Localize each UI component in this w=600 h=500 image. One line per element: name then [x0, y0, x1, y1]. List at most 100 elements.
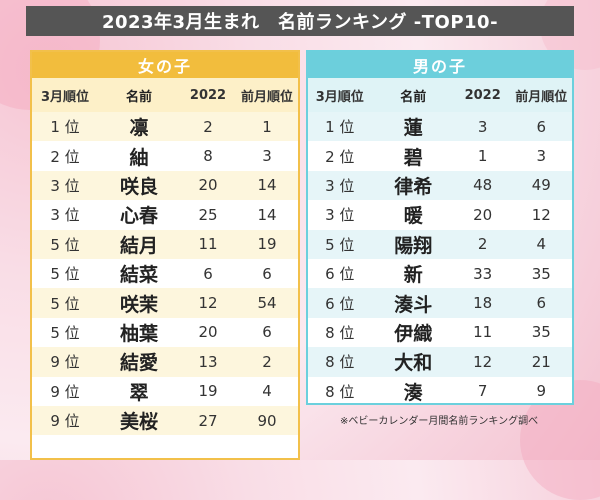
cell-prev: 9 [536, 382, 546, 401]
header-rank: 3月順位 [315, 89, 364, 105]
cell-prev: 12 [531, 205, 551, 224]
cell-2022: 20 [198, 323, 218, 342]
cell-rank: 3 位 [50, 176, 80, 195]
boys-column-headers: 3月順位 名前 2022 前月順位 [308, 78, 572, 112]
cell-rank: 2 位 [325, 147, 355, 166]
cell-rank: 5 位 [50, 265, 80, 284]
cell-2022: 20 [198, 176, 218, 195]
cell-2022: 13 [198, 352, 218, 371]
table-row: 6 位 湊斗 18 6 [308, 288, 572, 318]
cell-rank: 3 位 [50, 206, 80, 225]
cell-prev: 49 [531, 176, 551, 195]
table-row: 5 位 咲茉 12 54 [32, 288, 298, 318]
cell-2022: 33 [473, 264, 493, 283]
cell-rank: 9 位 [50, 382, 80, 401]
table-row: 5 位 結菜 6 6 [32, 259, 298, 288]
cell-2022: 11 [473, 323, 493, 342]
cell-prev: 4 [536, 235, 546, 254]
cell-name: 大和 [394, 352, 433, 375]
cell-prev: 19 [257, 235, 277, 254]
cell-name: 結菜 [119, 264, 158, 287]
cell-name: 蓮 [403, 117, 423, 140]
cell-name: 翠 [129, 381, 149, 404]
cell-2022: 2 [477, 235, 488, 254]
cell-rank: 9 位 [50, 412, 80, 431]
cell-name: 湊斗 [394, 293, 433, 316]
source-note: ※ベビーカレンダー月間名前ランキング調べ [340, 416, 539, 427]
cell-2022: 11 [198, 235, 218, 254]
table-row: 8 位 湊 7 9 [308, 377, 572, 406]
cell-prev: 35 [531, 264, 551, 283]
table-row: 2 位 紬 8 3 [32, 141, 298, 170]
cell-2022: 19 [198, 382, 218, 401]
cell-name: 新 [403, 264, 423, 287]
table-row: 3 位 心春 25 14 [32, 200, 298, 229]
cell-prev: 4 [262, 382, 272, 401]
cell-2022: 18 [473, 294, 493, 313]
table-row: 3 位 暖 20 12 [308, 200, 572, 229]
cell-rank: 3 位 [325, 176, 355, 195]
cell-rank: 5 位 [50, 323, 80, 342]
cell-rank: 1 位 [325, 118, 355, 137]
cell-name: 碧 [403, 146, 423, 169]
cell-name: 暖 [403, 205, 423, 228]
header-rank: 3月順位 [40, 89, 90, 105]
cell-name: 紬 [129, 146, 149, 169]
cell-name: 伊織 [394, 322, 433, 345]
cell-name: 湊 [403, 381, 423, 404]
cell-2022: 8 [203, 147, 213, 166]
cell-prev: 6 [262, 323, 272, 342]
cell-name: 柚葉 [119, 322, 158, 345]
cell-2022: 48 [473, 176, 493, 195]
table-row: 5 位 陽翔 2 4 [308, 229, 572, 259]
cell-prev: 1 [262, 117, 272, 136]
header-name: 名前 [400, 89, 427, 105]
cell-2022: 12 [473, 352, 493, 371]
cell-name: 結愛 [119, 352, 158, 375]
cell-rank: 5 位 [50, 294, 80, 313]
cell-rank: 1 位 [50, 118, 80, 137]
cell-name: 咲良 [119, 175, 158, 198]
cell-name: 陽翔 [394, 234, 433, 257]
boys-ranking-panel: 男の子 3月順位 名前 2022 前月順位 1 位 蓮 3 6 2 位 碧 1 3 3 位 律… [306, 50, 574, 405]
cell-name: 美桜 [119, 411, 158, 434]
table-row: 9 位 美桜 27 90 [32, 405, 298, 436]
header-2022: 2022 [189, 87, 227, 103]
cell-prev: 14 [257, 205, 277, 224]
cell-rank: 8 位 [325, 323, 355, 342]
table-row: 6 位 新 33 35 [308, 259, 572, 288]
cell-rank: 5 位 [50, 235, 80, 254]
table-row: 1 位 凛 2 1 [32, 112, 298, 142]
table-row: 8 位 大和 12 21 [308, 347, 572, 377]
cell-2022: 7 [477, 382, 488, 401]
table-row: 5 位 柚葉 20 6 [32, 318, 298, 347]
cell-rank: 3 位 [325, 206, 355, 225]
cell-name: 心春 [119, 205, 158, 228]
cell-rank: 8 位 [325, 382, 355, 401]
cell-name: 結月 [119, 234, 158, 257]
girls-panel-header: 女の子 [32, 52, 298, 78]
cell-prev: 3 [262, 147, 272, 166]
cell-rank: 9 位 [50, 353, 80, 372]
table-row: 3 位 律希 48 49 [308, 170, 572, 201]
table-row: 2 位 碧 1 3 [308, 141, 572, 170]
cell-2022: 2 [203, 117, 213, 136]
cell-name: 咲茉 [119, 293, 158, 316]
cell-prev: 90 [257, 411, 277, 430]
cell-name: 凛 [129, 117, 149, 140]
cell-prev: 21 [531, 352, 551, 371]
header-2022: 2022 [464, 87, 501, 103]
cell-2022: 20 [473, 205, 493, 224]
cell-rank: 6 位 [325, 294, 355, 313]
cell-rank: 2 位 [50, 147, 80, 166]
header-name: 名前 [125, 89, 152, 105]
cell-prev: 35 [531, 323, 551, 342]
cell-prev: 2 [262, 352, 272, 371]
cell-2022: 25 [198, 205, 218, 224]
cell-prev: 6 [536, 117, 546, 136]
header-prev-rank: 前月順位 [515, 89, 568, 105]
cell-rank: 8 位 [325, 353, 355, 372]
